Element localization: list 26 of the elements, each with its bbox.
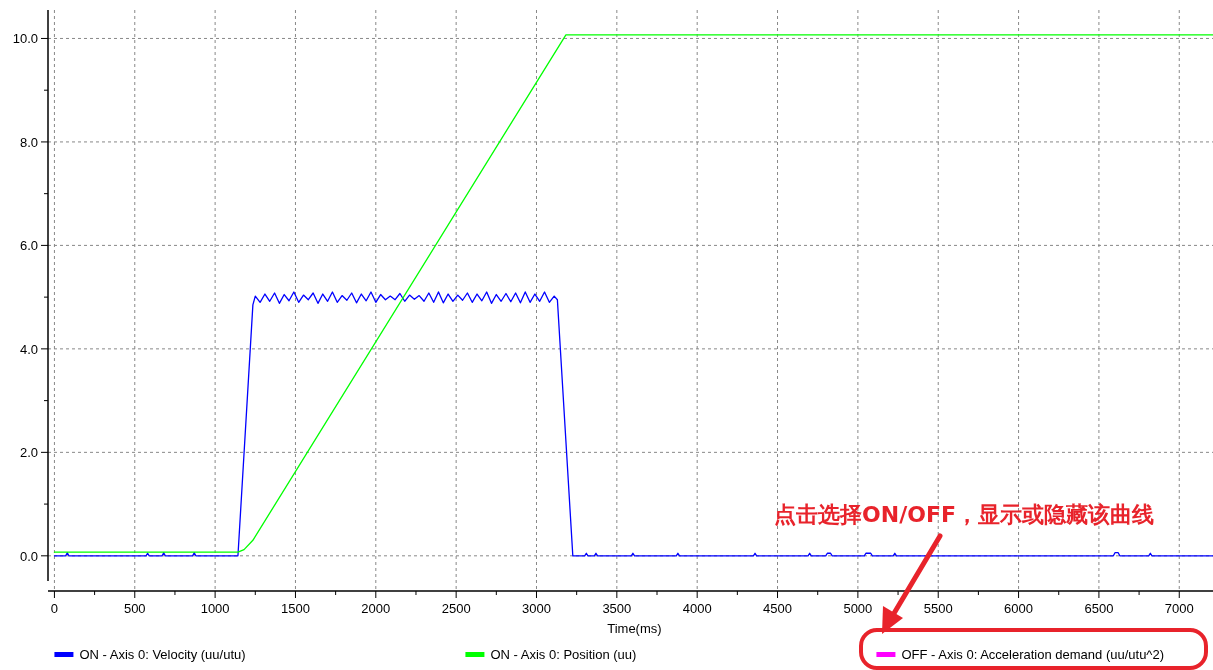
x-tick-label: 4000 (682, 601, 712, 616)
x-tick-label: 4500 (763, 601, 792, 616)
x-tick-label: 3500 (602, 601, 632, 616)
x-tick-label: 6500 (1084, 601, 1114, 616)
x-tick-label: 500 (123, 601, 146, 616)
x-tick-label: 1500 (281, 601, 310, 616)
x-tick-label: 5500 (923, 601, 953, 616)
legend-item: ON - Axis 0: Velocity (uu/utu) (54, 647, 246, 662)
x-axis-title: Time(ms) (607, 621, 662, 636)
y-tick-label: 6.0 (19, 238, 38, 254)
x-tick-label: 7000 (1164, 601, 1194, 616)
x-tick-label: 3000 (522, 601, 551, 616)
legend-item: OFF - Axis 0: Acceleration demand (uu/utu^2) (876, 647, 1165, 662)
y-tick-label: 8.0 (19, 134, 38, 150)
x-tick-label: 6000 (1004, 601, 1034, 616)
y-tick-label: 10.0 (12, 31, 38, 47)
legend-item: ON - Axis 0: Position (uu) (465, 647, 637, 662)
y-tick-label: 4.0 (19, 341, 38, 357)
x-tick-label: 5000 (843, 601, 873, 616)
x-tick-label: 0 (50, 601, 59, 616)
y-tick-label: 2.0 (19, 445, 38, 461)
x-tick-label: 2000 (361, 601, 391, 616)
x-tick-label: 1000 (200, 601, 230, 616)
x-tick-label: 2500 (441, 601, 471, 616)
annotation: 点击选择ON/OFF，显示或隐藏该曲线 (774, 502, 1154, 527)
y-tick-label: 0.0 (19, 548, 38, 564)
